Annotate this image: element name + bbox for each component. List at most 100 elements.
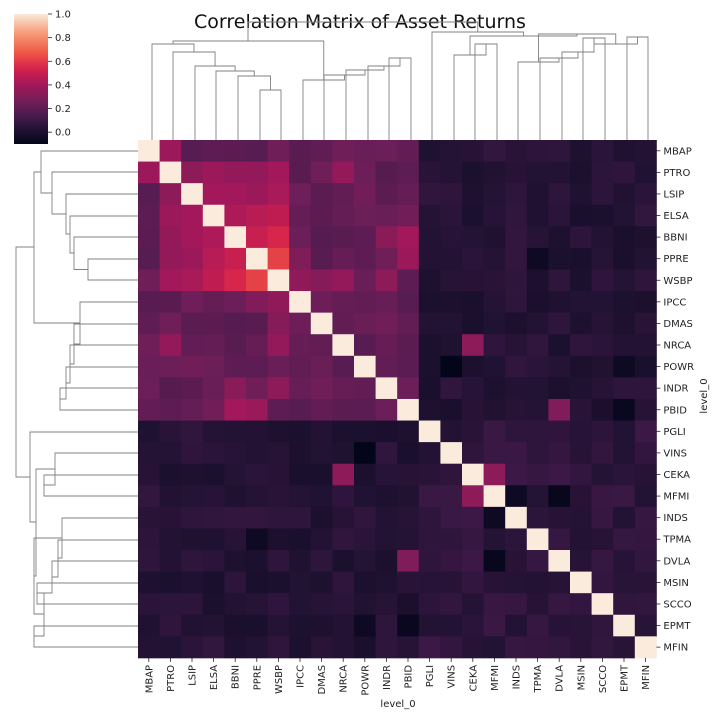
heatmap-cell: [267, 140, 290, 162]
heatmap-cell: [483, 204, 506, 227]
heatmap-cell: [483, 571, 506, 594]
heatmap-grid: [138, 140, 657, 659]
heatmap-cell: [548, 571, 571, 594]
heatmap-cell: [159, 312, 182, 335]
heatmap-cell: [591, 161, 614, 184]
heatmap-cell: [483, 593, 506, 616]
heatmap-cell: [440, 614, 463, 637]
y-tick-label: LSIP: [663, 189, 684, 200]
heatmap-cell: [418, 269, 441, 292]
dendrogram-link: [172, 40, 325, 80]
heatmap-cell: [462, 550, 484, 572]
heatmap-cell: [332, 485, 355, 508]
heatmap-cell: [224, 312, 247, 335]
heatmap-cell: [354, 355, 376, 378]
heatmap-cell: [483, 269, 506, 292]
heatmap-cell: [462, 161, 484, 184]
heatmap-cell: [332, 614, 355, 637]
heatmap-cell: [224, 183, 247, 206]
heatmap-cell: [332, 140, 355, 162]
heatmap-cell: [267, 550, 290, 572]
heatmap-cell: [310, 140, 333, 162]
heatmap-cell: [613, 355, 636, 378]
heatmap-cell: [440, 269, 463, 292]
heatmap-cell: [462, 204, 484, 227]
heatmap-cell: [159, 183, 182, 206]
heatmap-cell: [375, 226, 398, 249]
heatmap-cell: [548, 398, 571, 421]
heatmap-cell: [354, 291, 376, 314]
heatmap-cell: [505, 571, 528, 594]
heatmap-cell: [202, 334, 225, 357]
heatmap-cell: [570, 463, 592, 486]
heatmap-cell: [526, 463, 549, 486]
heatmap-cell: [246, 485, 268, 508]
heatmap-cell: [440, 528, 463, 551]
heatmap-cell: [202, 247, 225, 270]
dendrogram-link: [65, 193, 138, 235]
dendrogram-link: [34, 468, 55, 577]
heatmap-cell: [375, 442, 398, 465]
heatmap-cell: [332, 161, 355, 184]
heatmap-cell: [224, 463, 247, 486]
heatmap-cell: [613, 506, 636, 529]
heatmap-cell: [138, 312, 160, 335]
heatmap-cell: [310, 550, 333, 572]
heatmap-cell: [462, 226, 484, 249]
heatmap-cell: [246, 377, 268, 400]
dendrogram-link: [58, 517, 138, 559]
heatmap-cell: [224, 204, 247, 227]
x-tick-label: NRCA: [339, 665, 350, 693]
heatmap-cell: [526, 161, 549, 184]
heatmap-cell: [462, 506, 484, 529]
heatmap-cell: [375, 398, 398, 421]
x-tick-label: DVLA: [555, 665, 566, 692]
heatmap-cell: [591, 226, 614, 249]
dendrogram-link: [194, 65, 236, 140]
heatmap-cell: [267, 161, 290, 184]
heatmap-cell: [440, 593, 463, 616]
heatmap-cell: [505, 312, 528, 335]
heatmap-cell: [310, 593, 333, 616]
heatmap-cell: [159, 398, 182, 421]
heatmap-cell: [505, 334, 528, 357]
heatmap-cell: [332, 636, 355, 659]
heatmap-cell: [267, 485, 290, 508]
heatmap-cell: [332, 291, 355, 314]
heatmap-cell: [202, 528, 225, 551]
heatmap-cell: [548, 420, 571, 443]
heatmap-cell: [375, 204, 398, 227]
heatmap-cell: [310, 355, 333, 378]
heatmap-cell: [548, 226, 571, 249]
heatmap-cell: [310, 614, 333, 637]
heatmap-cell: [159, 420, 182, 443]
dendrogram-link: [323, 70, 366, 140]
heatmap-cell: [310, 528, 333, 551]
heatmap-cell: [375, 183, 398, 206]
heatmap-cell: [397, 226, 420, 249]
heatmap-cell: [548, 161, 571, 184]
x-axis-label: level_0: [380, 699, 415, 710]
heatmap-cell: [591, 204, 614, 227]
heatmap-cell: [332, 593, 355, 616]
heatmap-cell: [289, 226, 312, 249]
heatmap-cell: [570, 226, 592, 249]
heatmap-cell: [613, 312, 636, 335]
heatmap-cell: [634, 550, 657, 572]
heatmap-cell: [591, 550, 614, 572]
heatmap-cell: [483, 312, 506, 335]
heatmap-cell: [483, 161, 506, 184]
heatmap-cell: [224, 485, 247, 508]
heatmap-cell: [526, 140, 549, 162]
heatmap-cell: [526, 377, 549, 400]
dendrogram-link: [59, 387, 138, 411]
heatmap-cell: [138, 140, 160, 162]
heatmap-cell: [483, 226, 506, 249]
heatmap-cell: [138, 614, 160, 637]
heatmap-cell: [526, 226, 549, 249]
heatmap-cell: [181, 398, 204, 421]
heatmap-cell: [591, 334, 614, 357]
heatmap-cell: [310, 226, 333, 249]
heatmap-cell: [613, 161, 636, 184]
